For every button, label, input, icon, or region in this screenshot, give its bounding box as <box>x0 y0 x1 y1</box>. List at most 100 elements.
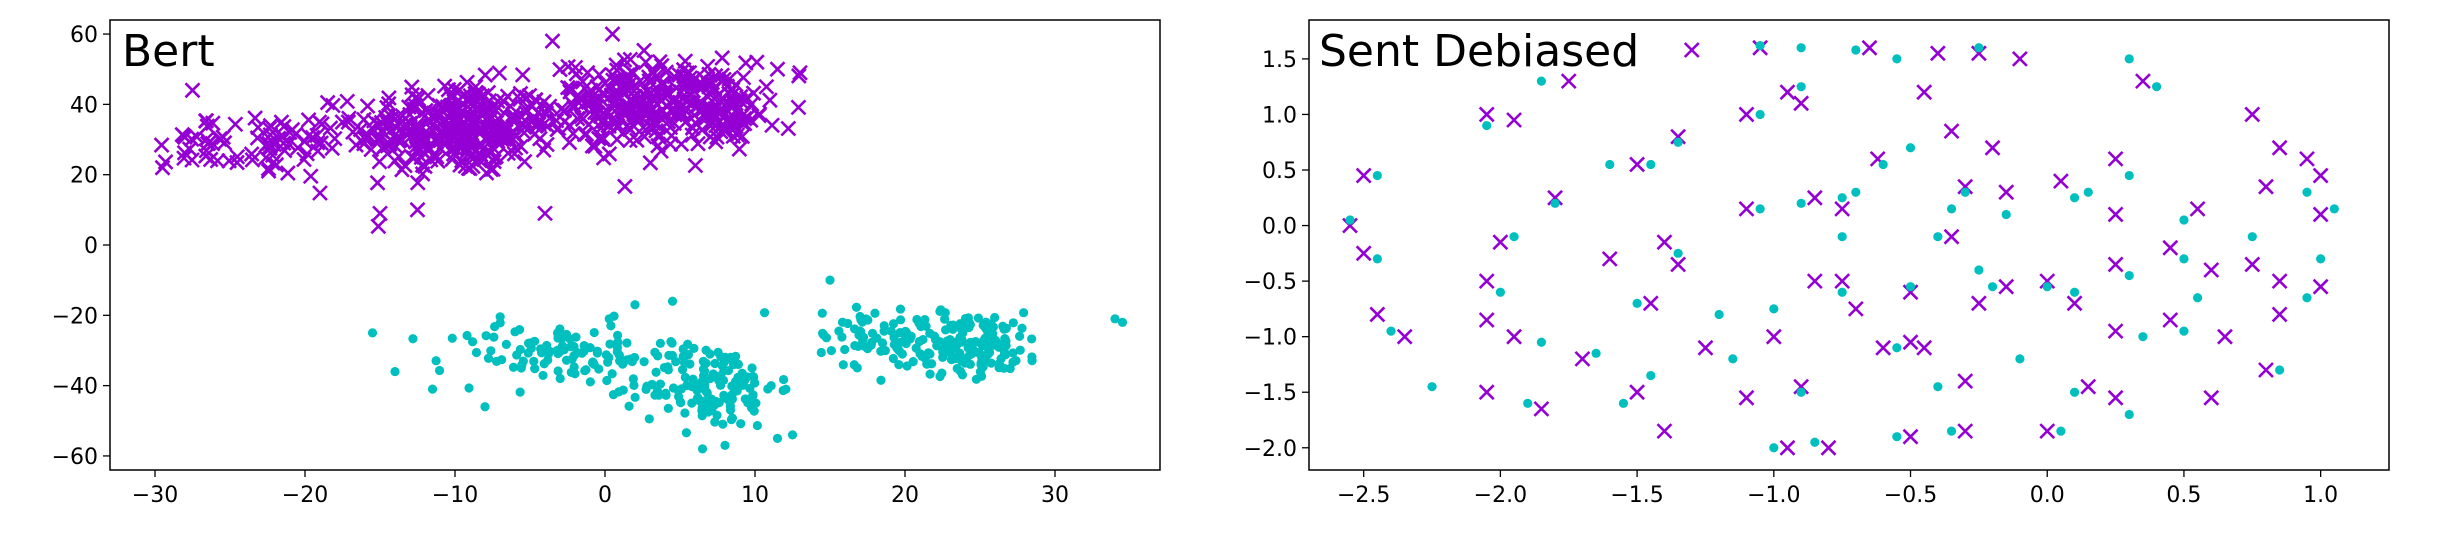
bert-dot-marker-point <box>480 402 490 412</box>
sent-x-marker-point <box>1902 284 1919 301</box>
bert-x-marker-point <box>339 93 356 110</box>
bert-x-marker-point <box>638 97 655 114</box>
bert-dot-marker-point <box>659 362 669 373</box>
sent-x-marker-point <box>1957 178 1974 195</box>
sent-dot-marker-point <box>1427 382 1437 392</box>
bert-x-marker-point <box>537 205 553 222</box>
sent-dot-marker-point <box>1974 265 1984 275</box>
bert-x-marker-point <box>452 140 469 157</box>
bert-y-tick-label: 60 <box>70 23 98 48</box>
sent-x-marker-point <box>1396 328 1413 345</box>
sent-x-marker-point <box>2080 378 2097 395</box>
bert-x-marker-point <box>735 69 752 86</box>
sent-dot-marker-point <box>1851 187 1861 197</box>
bert-dot-marker-point <box>971 374 982 384</box>
bert-dot-marker-point <box>606 321 616 331</box>
bert-x-marker-point <box>594 129 611 146</box>
bert-dot-marker-point <box>612 330 623 340</box>
sent-x-marker-point <box>1560 73 1577 90</box>
bert-dot-marker-point <box>834 326 844 336</box>
sent-dot-marker-point <box>2179 326 2189 336</box>
bert-dot-marker-point <box>367 328 378 338</box>
bert-dot-marker-point <box>1011 355 1021 366</box>
sent-dot-marker-point <box>1810 437 1820 447</box>
sent-x-marker-point <box>2271 273 2288 290</box>
sent-x-marker-point <box>1342 217 1358 234</box>
bert-dot-marker-point <box>863 315 873 325</box>
sent-dot-marker-point <box>1755 40 1765 51</box>
bert-x-marker-point <box>638 103 655 120</box>
bert-x-marker-point <box>780 120 797 137</box>
bert-x-marker-point <box>429 153 446 170</box>
sent-dot-marker-point <box>1605 159 1615 170</box>
bert-dot-marker-point <box>570 369 580 379</box>
bert-x-marker-point <box>605 72 621 89</box>
bert-dot-marker-point <box>888 319 899 329</box>
bert-x-marker-point <box>590 130 607 147</box>
bert-x-marker-point <box>380 116 397 133</box>
sent-x-tick-label: 0.0 <box>2030 483 2065 508</box>
bert-dot-marker-point <box>781 384 791 394</box>
sent-axis-ticks: −2.5 −2.0 −1.5 −1.0 −0.5 0.0 0.5 1.0 −2.0 −1.5 −1.… <box>1244 48 2339 508</box>
bert-x-marker-point <box>414 137 431 154</box>
bert-dot-marker-point <box>937 368 947 378</box>
sent-x-marker-point <box>1478 106 1495 123</box>
sent-x-marker-point <box>1793 95 1810 112</box>
bert-dot-marker-point <box>655 338 665 348</box>
bert-dot-marker-point <box>981 356 991 366</box>
sent-dot-marker-point <box>1536 76 1547 86</box>
bert-x-marker-point <box>699 58 716 75</box>
sent-dot-marker-point <box>1482 120 1492 131</box>
bert-x-marker-point <box>439 99 456 115</box>
bert-dot-marker-point <box>880 345 890 356</box>
bert-dot-marker-point <box>622 338 632 348</box>
bert-x-marker-point <box>199 118 216 135</box>
bert-x-marker-point <box>486 153 503 170</box>
sent-x-marker-point <box>1970 295 1987 312</box>
sent-x-marker-point <box>1984 139 2001 156</box>
bert-x-marker-point <box>561 134 578 151</box>
bert-dot-marker-point <box>529 356 539 366</box>
bert-x-marker-point <box>609 131 625 148</box>
bert-x-marker-point <box>587 98 603 115</box>
bert-dot-marker-point <box>490 321 500 332</box>
bert-x-marker-point <box>578 126 595 143</box>
bert-dot-marker-point <box>675 397 685 407</box>
sent-x-marker-point <box>2107 150 2124 167</box>
sent-x-marker-point <box>1765 328 1782 345</box>
bert-dot-marker-point <box>743 398 753 408</box>
sent-dot-marker-point <box>1878 159 1888 170</box>
bert-x-marker-point <box>420 125 437 142</box>
sent-x-marker-point <box>1574 350 1591 367</box>
bert-x-marker-point <box>751 105 768 122</box>
sent-x-marker-point <box>1998 184 2015 201</box>
bert-dot-marker-point <box>629 380 639 390</box>
sent-dot-marker-point <box>2302 187 2312 197</box>
bert-dot-marker-point <box>855 311 865 322</box>
sent-x-marker-point <box>1738 200 1755 217</box>
bert-dot-marker-point <box>838 360 848 370</box>
bert-dot-marker-point <box>1008 348 1018 358</box>
bert-x-marker-point <box>403 79 420 95</box>
bert-dot-marker-point <box>483 353 494 363</box>
bert-x-marker-point <box>493 121 509 137</box>
bert-dot-marker-point <box>602 375 612 386</box>
bert-dot-marker-point <box>726 415 737 425</box>
bert-dot-marker-point <box>587 358 598 368</box>
sent-dot-marker-point <box>1673 137 1683 147</box>
bert-dot-marker-point <box>514 325 525 335</box>
sent-dot-marker-point <box>2316 254 2326 264</box>
bert-x-marker-point <box>748 54 765 71</box>
sent-x-marker-point <box>1355 245 1372 262</box>
bert-x-marker-point <box>761 92 778 109</box>
bert-dot-marker-point <box>667 296 678 306</box>
sent-dot-marker-point <box>1946 204 1957 214</box>
bert-x-marker-point <box>273 114 290 131</box>
bert-dot-marker-point <box>554 347 565 357</box>
bert-x-marker-point <box>529 116 545 133</box>
sent-dot-marker-point <box>2124 409 2134 420</box>
bert-x-marker-point <box>552 61 568 78</box>
bert-dot-marker-point <box>752 420 762 431</box>
sent-dot-marker-point <box>1933 382 1943 392</box>
sent-dot-marker-point <box>1769 443 1779 453</box>
